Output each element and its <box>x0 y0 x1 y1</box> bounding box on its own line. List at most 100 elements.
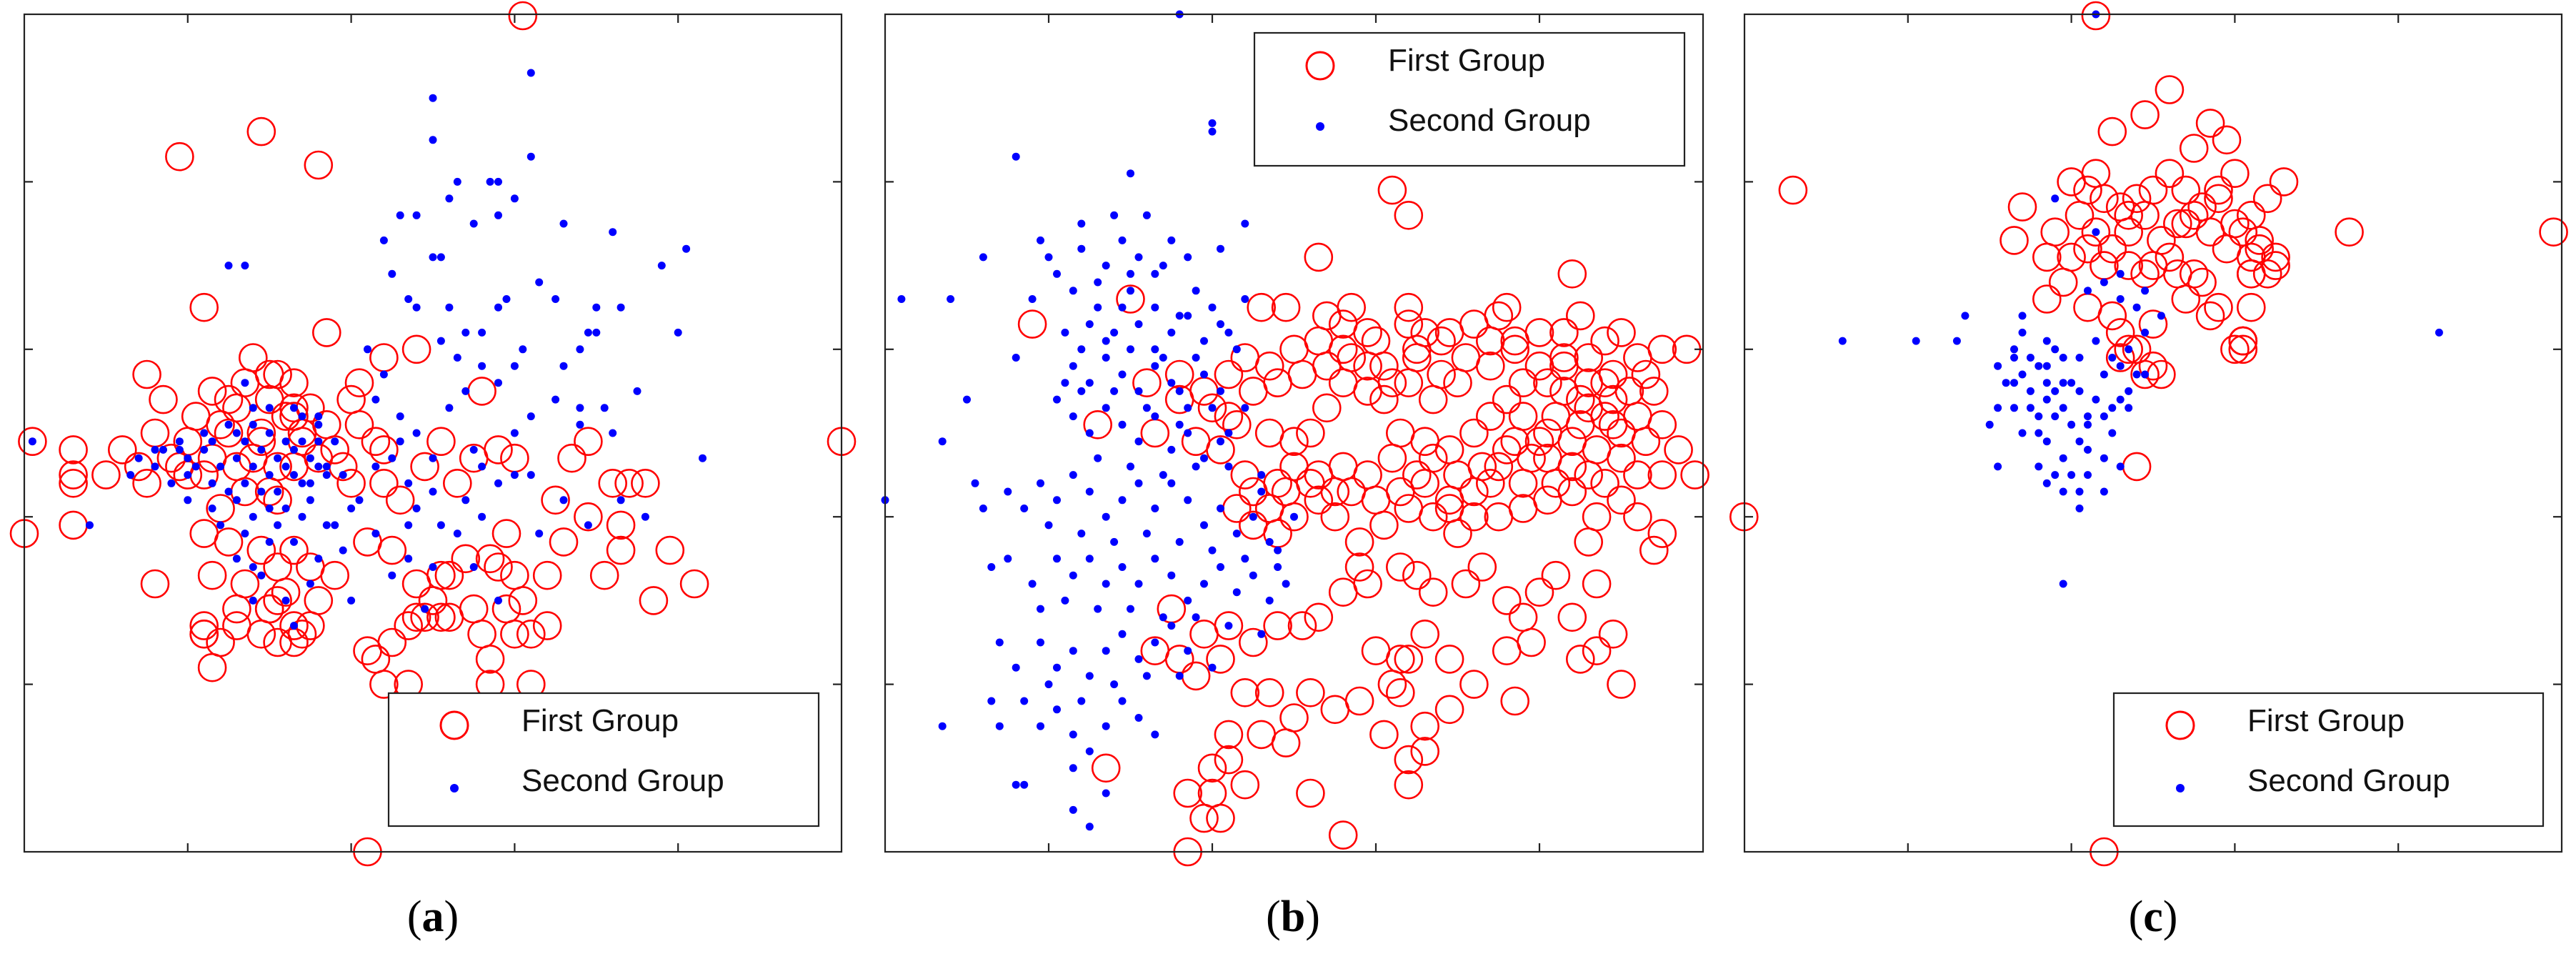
panel-b-second-group-point <box>1159 613 1167 622</box>
panel-b-second-group-point <box>1127 605 1134 613</box>
panel-a-first-group-point <box>434 560 464 590</box>
panel-b-second-group-point <box>1037 605 1044 613</box>
panel-b-second-group-point <box>1208 119 1217 127</box>
panel-a-first-group-point <box>574 502 603 532</box>
panel-a-first-group-point <box>401 602 431 632</box>
panel-b-second-group-point <box>1118 563 1127 571</box>
panel-b-first-group-point <box>1353 318 1382 347</box>
panel-a-first-group-point <box>369 670 399 699</box>
panel-c-second-group-point <box>2125 387 2133 395</box>
panel-b-second-group-point <box>1184 404 1192 412</box>
panel-a-second-group-point <box>257 445 266 454</box>
panel-b-second-group-point <box>1118 236 1127 244</box>
panel-a-second-group-point <box>494 211 502 219</box>
panel-b-first-group-point <box>1279 334 1309 364</box>
panel-c-second-group-point <box>1994 362 2002 370</box>
panel-a-first-group-point <box>631 468 660 498</box>
panel-a-first-group-point <box>246 535 276 565</box>
panel-a-second-group-point <box>436 253 445 262</box>
panel-a-first-group-point <box>614 468 644 498</box>
panel-b-second-group-point <box>1020 780 1029 789</box>
panel-b-first-group-point <box>1574 343 1603 372</box>
panel-b-first-group-point <box>1533 368 1562 398</box>
panel-a-second-group-point <box>216 462 225 471</box>
panel-b-legend-second-marker <box>1316 122 1324 131</box>
panel-b-first-group-point <box>1623 502 1652 532</box>
panel-a-second-group-point <box>298 412 306 421</box>
panel-a-second-group-point <box>314 412 323 421</box>
panel-a-legend-first-marker <box>439 710 469 740</box>
panel-a-second-group-point <box>249 462 257 471</box>
panel-a-second-group-point <box>502 295 511 303</box>
panel-a-second-group-point <box>559 219 568 228</box>
panel-b-second-group-point <box>1224 462 1233 471</box>
panel-a-first-group-point <box>59 435 88 464</box>
panel-c-second-group-point <box>2018 328 2027 337</box>
panel-c-second-group-point <box>2084 287 2092 295</box>
panel-b-second-group-point <box>995 638 1004 647</box>
panel-c-caption: (c) <box>2129 893 2178 941</box>
panel-b-first-group-point <box>1459 418 1489 448</box>
panel-b-first-group-point <box>1132 368 1162 398</box>
panel-b-second-group-point <box>947 295 955 303</box>
panel-a-second-group-point <box>265 429 274 437</box>
panel-a-second-group-point <box>281 462 290 471</box>
panel-c-first-group-point <box>2130 359 2160 389</box>
panel-c-second-group-point <box>2100 412 2108 421</box>
panel-a-second-group-point <box>526 69 535 77</box>
panel-a-first-group-point <box>451 544 481 574</box>
panel-b-second-group-point <box>1192 287 1200 295</box>
panel-b-second-group-point <box>1217 563 1224 571</box>
panel-b-first-group-point <box>1639 535 1669 565</box>
panel-c-first-group-point <box>2105 343 2135 372</box>
panel-b-first-group-point <box>1524 427 1554 457</box>
panel-c-first-group-point <box>2032 284 2062 314</box>
panel-a-first-group-point <box>353 527 382 557</box>
panel-b-second-group-point <box>1102 512 1110 521</box>
panel-b-second-group-point <box>1175 537 1184 546</box>
panel-c-first-group-point <box>2155 75 2185 104</box>
panel-a-second-group-point <box>191 462 200 471</box>
panel-b-second-group-point <box>1184 496 1192 505</box>
panel-c-first-group-point <box>2187 267 2217 297</box>
panel-a-second-group-point <box>175 437 184 446</box>
panel-c-first-group-point <box>2195 301 2225 331</box>
panel-a-second-group-point <box>494 596 502 605</box>
panel-c-second-group-point <box>2108 354 2117 362</box>
panel-b-first-group-point <box>1263 611 1292 640</box>
panel-c-second-group-point <box>1961 312 1970 320</box>
panel-a-first-group-point <box>532 611 562 640</box>
panel-b-second-group-point <box>1069 730 1077 739</box>
panel-b-second-group-point <box>1094 278 1102 287</box>
panel-b-second-group-point <box>1167 445 1176 454</box>
panel-a-second-group-point <box>200 429 209 437</box>
panel-b-first-group-point <box>1197 393 1227 423</box>
panel-a-second-group-point <box>429 563 437 571</box>
panel-b-first-group-point <box>1598 619 1628 649</box>
panel-b-first-group-point <box>1476 326 1505 356</box>
panel-b-first-group-point <box>1254 494 1284 523</box>
panel-c-second-group-point <box>2059 354 2067 362</box>
panel-c-second-group-point <box>2035 362 2043 370</box>
panel-b-second-group-point <box>1085 320 1094 329</box>
panel-b-second-group-point <box>1184 647 1192 655</box>
panel-a-second-group-point <box>388 571 396 580</box>
panel-a-first-group-point <box>606 535 636 565</box>
panel-c-legend-first-marker <box>2165 710 2195 740</box>
panel-c-first-group-point <box>2138 309 2168 339</box>
panel-b-second-group-point <box>1094 454 1102 462</box>
panel-b-first-group-point <box>1091 753 1121 783</box>
panel-a-second-group-point <box>519 345 527 354</box>
panel-b-first-group-point <box>1508 368 1538 398</box>
panel-c-second-group-point <box>2157 312 2165 320</box>
panel-a-first-group-point <box>679 569 709 599</box>
panel-a-second-group-point <box>412 505 421 512</box>
panel-b-second-group-point <box>1159 471 1167 480</box>
panel-c-first-group-point <box>2252 184 2282 214</box>
panel-c-second-group-point <box>2116 395 2125 404</box>
panel-b-first-group-point <box>1607 318 1636 347</box>
panel-a-second-group-point <box>494 303 502 312</box>
panel-a-second-group-point <box>609 429 617 437</box>
panel-a-second-group-point <box>445 194 454 203</box>
